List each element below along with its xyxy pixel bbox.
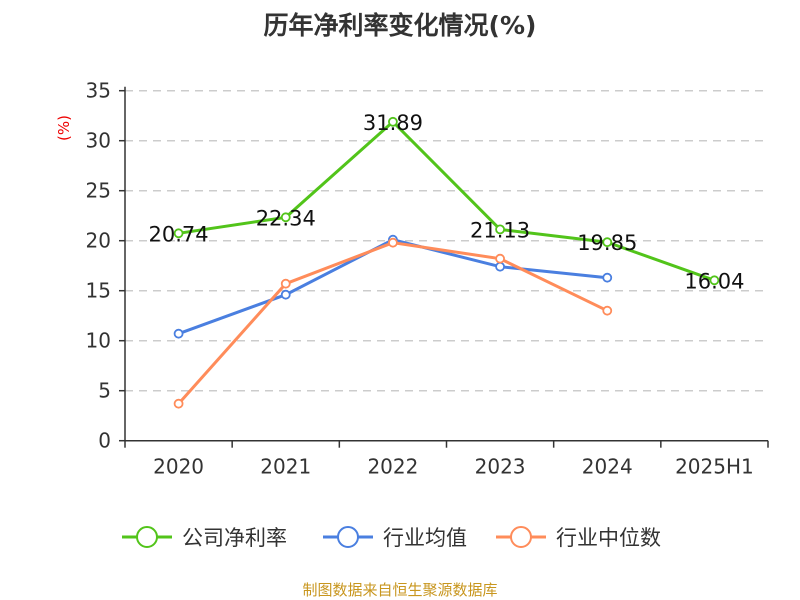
data-label: 20.74 xyxy=(149,222,209,246)
data-label: 19.85 xyxy=(577,231,637,255)
y-axis-label: (%) xyxy=(55,115,73,141)
x-tick-label: 2023 xyxy=(475,455,526,479)
data-label: 16.04 xyxy=(684,269,744,293)
x-tick-label: 2020 xyxy=(153,455,204,479)
legend-marker xyxy=(510,526,532,548)
x-tick-label: 2025H1 xyxy=(675,455,754,479)
data-point xyxy=(280,289,291,300)
legend-label: 公司净利率 xyxy=(182,526,287,550)
data-point xyxy=(602,305,613,316)
y-tick-label: 15 xyxy=(86,279,111,303)
legend-marker xyxy=(337,526,359,548)
data-point xyxy=(173,328,184,339)
source-note: 制图数据来自恒生聚源数据库 xyxy=(302,581,498,599)
chart-title: 历年净利率变化情况(%) xyxy=(263,11,537,40)
data-point xyxy=(709,275,720,286)
data-point xyxy=(602,237,613,248)
data-point xyxy=(173,228,184,239)
data-point xyxy=(495,224,505,235)
x-tick-label: 2021 xyxy=(260,455,311,479)
data-point xyxy=(388,237,398,248)
series-line-0 xyxy=(178,119,715,282)
legend-marker xyxy=(136,526,158,548)
data-point xyxy=(602,272,613,283)
series-line-1 xyxy=(178,238,608,336)
data-label: 22.34 xyxy=(256,206,316,230)
data-point xyxy=(495,261,505,272)
y-tick-label: 0 xyxy=(98,429,111,453)
y-tick-label: 30 xyxy=(86,129,111,153)
data-point xyxy=(495,253,505,264)
data-point xyxy=(280,212,291,223)
y-tick-label: 35 xyxy=(86,79,111,103)
data-point xyxy=(280,278,291,289)
y-tick-label: 20 xyxy=(86,229,111,253)
data-point xyxy=(173,398,184,409)
y-tick-label: 25 xyxy=(86,179,111,203)
x-tick-label: 2022 xyxy=(367,455,418,479)
y-tick-label: 5 xyxy=(98,379,111,403)
series-line-2 xyxy=(177,241,608,405)
data-point xyxy=(388,116,398,127)
data-label: 31.89 xyxy=(363,111,423,135)
legend-label: 行业中位数 xyxy=(556,526,661,550)
legend-label: 行业均值 xyxy=(383,526,467,550)
x-tick-label: 2024 xyxy=(582,455,633,479)
y-tick-label: 10 xyxy=(86,329,111,353)
data-label: 21.13 xyxy=(470,218,530,242)
